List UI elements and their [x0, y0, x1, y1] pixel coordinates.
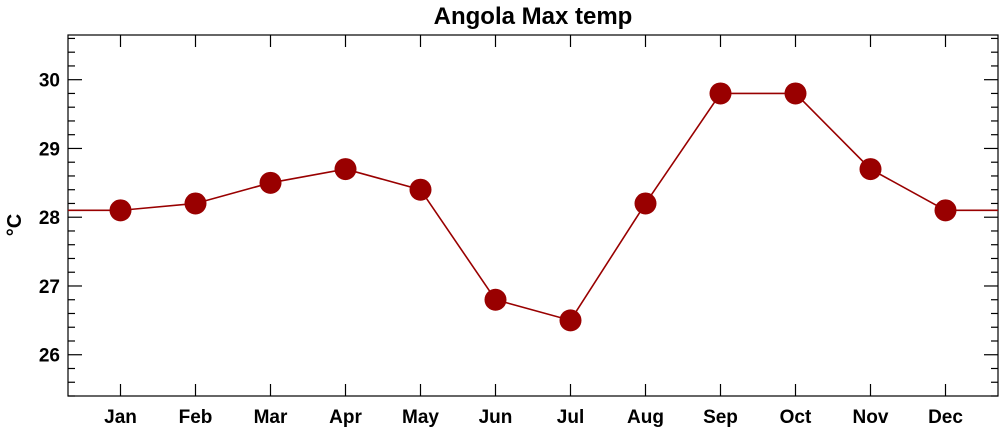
y-tick-label: 30 — [39, 71, 60, 92]
data-point-nov — [859, 158, 882, 181]
x-tick-label-sep: Sep — [703, 407, 738, 428]
data-point-apr — [334, 158, 357, 181]
series-line — [68, 92, 998, 322]
x-tick-label-aug: Aug — [627, 407, 664, 428]
x-tick-label-mar: Mar — [254, 407, 288, 428]
chart-title: Angola Max temp — [434, 3, 633, 30]
plot-frame — [67, 34, 999, 397]
x-tick-label-oct: Oct — [780, 407, 812, 428]
data-point-feb — [184, 192, 207, 215]
x-tick-label-jul: Jul — [557, 407, 584, 428]
data-point-dec — [934, 199, 957, 222]
y-axis-label: °C — [4, 214, 26, 236]
x-tick-label-dec: Dec — [928, 407, 963, 428]
x-tick-label-apr: Apr — [329, 407, 362, 428]
data-point-jun — [484, 288, 507, 311]
data-point-oct — [784, 82, 807, 105]
axis-ticks — [68, 35, 998, 397]
x-tick-label-may: May — [402, 407, 439, 428]
x-tick-label-feb: Feb — [179, 407, 213, 428]
data-point-sep — [709, 82, 732, 105]
x-tick-label-nov: Nov — [853, 407, 889, 428]
y-tick-label: 26 — [39, 346, 60, 367]
y-tick-label: 27 — [39, 277, 60, 298]
y-tick-label: 28 — [39, 208, 60, 229]
data-point-mar — [259, 171, 282, 194]
data-point-jan — [109, 199, 132, 222]
series-max-temp — [68, 82, 998, 332]
data-point-aug — [634, 192, 657, 215]
data-point-jul — [559, 309, 582, 332]
x-tick-label-jun: Jun — [479, 407, 513, 428]
y-tick-label: 29 — [39, 139, 60, 160]
x-tick-label-jan: Jan — [104, 407, 137, 428]
tick-labels: 26 27 28 29 30 Jan Feb Mar Apr May Jun Jul Aug Sep Oct… — [39, 71, 963, 428]
data-point-may — [409, 178, 432, 201]
